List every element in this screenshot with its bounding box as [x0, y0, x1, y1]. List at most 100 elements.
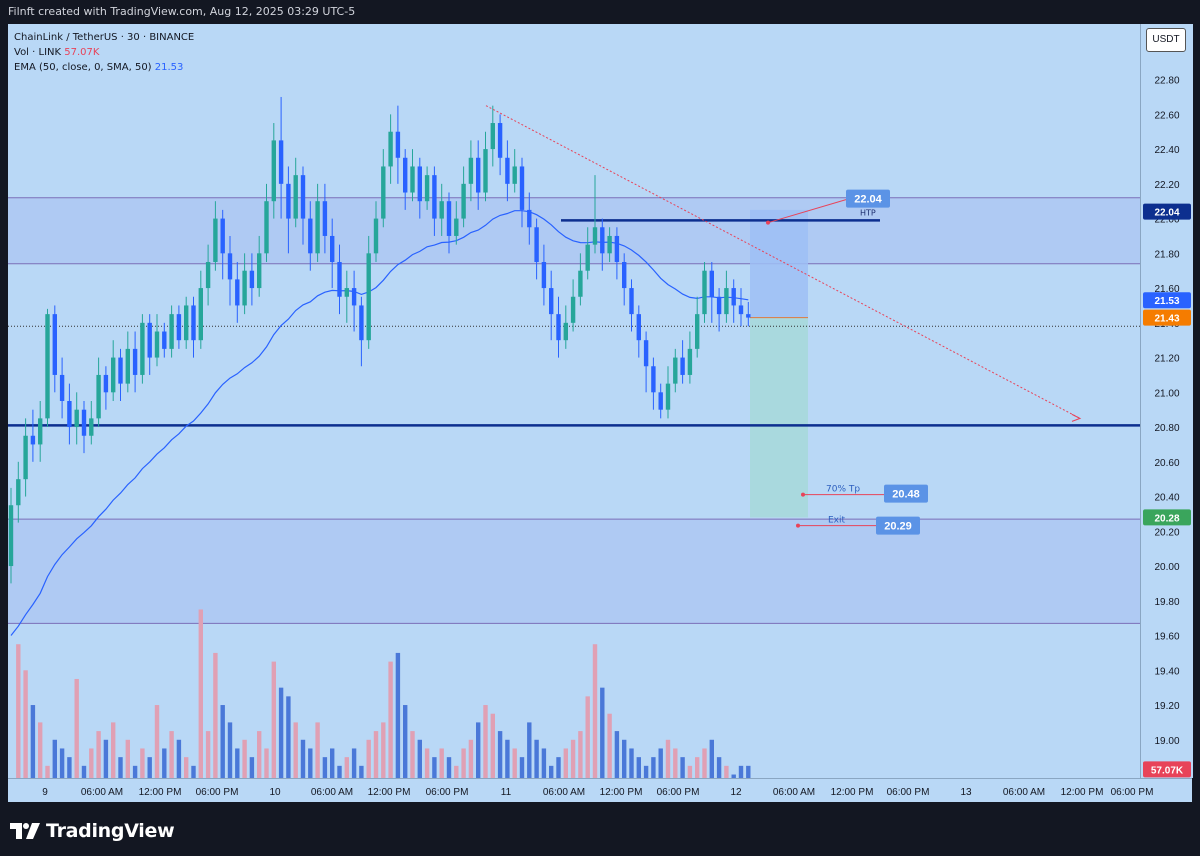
volume-label: Vol · LINK [14, 47, 62, 58]
volume-bar [403, 705, 408, 778]
y-tick-label: 19.00 [1154, 736, 1179, 747]
candle-body [695, 314, 700, 349]
volume-bar [52, 739, 57, 778]
volume-bar [622, 739, 627, 778]
candle-body [103, 374, 109, 393]
ema-label[interactable]: EMA (50, close, 0, SMA, 50) [14, 62, 152, 73]
candle-body [23, 435, 28, 480]
currency-unit-button[interactable]: USDT [1146, 28, 1186, 52]
candle-body [74, 409, 79, 428]
candle-body [483, 149, 488, 193]
y-tick-label: 22.80 [1154, 76, 1179, 87]
price-axis-ticks: 23.0022.8022.6022.4022.2022.0021.8021.60… [1143, 41, 1191, 778]
price-pane[interactable]: HTP 22.04 70% Tp 20.48 Exit 20.29 ChainLink /… [8, 24, 1140, 778]
candle-body [308, 218, 313, 254]
volume-bar [162, 748, 167, 778]
y-tick-label: 21.00 [1154, 388, 1179, 399]
y-tick-label: 20.00 [1154, 562, 1179, 573]
candle-body [527, 209, 532, 228]
candle-body [607, 235, 612, 254]
volume-bar [257, 731, 262, 778]
candle-body [570, 296, 576, 323]
symbol-title[interactable]: ChainLink / TetherUS · 30 · BINANCE [14, 32, 195, 43]
volume-bar [38, 722, 43, 778]
candle-body [476, 157, 481, 193]
volume-bar [417, 739, 422, 778]
volume-bar [395, 652, 401, 778]
candle-body [176, 314, 182, 341]
y-tick-label: 20.60 [1154, 458, 1179, 469]
candle-body [8, 505, 14, 567]
exit-dot [796, 523, 800, 528]
volume-bar [125, 739, 130, 778]
candle-body [147, 322, 152, 358]
volume-bar [629, 748, 634, 778]
volume-bar [687, 765, 693, 778]
volume-bar [132, 765, 138, 778]
volume-bar [673, 748, 678, 778]
candle-body [395, 131, 401, 158]
x-tick-label: 06:00 PM [196, 787, 239, 798]
candle-body [205, 262, 211, 289]
volume-bar [680, 757, 685, 778]
volume-bar [497, 731, 503, 778]
candle-body [563, 322, 568, 341]
candle-body [673, 357, 678, 384]
volume-bar [30, 705, 36, 778]
candle-body [242, 270, 247, 306]
tradingview-logo[interactable]: TradingView [10, 820, 175, 842]
y-tick-label: 21.80 [1154, 249, 1179, 260]
candle-body [271, 140, 276, 202]
candle-body [468, 157, 474, 184]
candle-body [67, 401, 72, 428]
volume-bar [264, 748, 269, 778]
volume-bar [242, 739, 247, 778]
candle-body [665, 383, 671, 410]
volume-bar [512, 748, 517, 778]
volume-bar [23, 670, 28, 778]
x-tick-label: 12 [730, 787, 742, 798]
candle-body [731, 288, 736, 306]
chart-frame[interactable]: HTP 22.04 70% Tp 20.48 Exit 20.29 ChainLink /… [8, 24, 1193, 803]
volume-bar [746, 765, 751, 778]
candle-body [585, 244, 590, 271]
candle-body [220, 218, 225, 254]
volume-bar [658, 748, 663, 778]
volume-bar [315, 722, 320, 778]
volume-bar [709, 739, 714, 778]
volume-bar [205, 731, 211, 778]
volume-bar [556, 757, 561, 778]
price-chart[interactable]: HTP 22.04 70% Tp 20.48 Exit 20.29 [8, 24, 1140, 778]
x-tick-label: 06:00 AM [311, 787, 353, 798]
candle-body [556, 314, 561, 341]
candle-body [118, 357, 123, 384]
volume-bar [176, 739, 182, 778]
volume-bar [490, 713, 495, 778]
ema-value: 21.53 [154, 62, 184, 73]
candle-body [629, 288, 634, 315]
candle-body [359, 305, 364, 341]
y-tick-label: 21.60 [1154, 284, 1179, 295]
price-tag [1143, 509, 1191, 526]
volume-bar [585, 696, 590, 778]
volume-bar [381, 722, 386, 778]
price-tag-label: 57.07K [1151, 765, 1184, 776]
candle-body [592, 227, 598, 245]
volume-bar [454, 765, 459, 778]
candle-body [30, 435, 36, 445]
price-axis[interactable]: 23.0022.8022.6022.4022.2022.0021.8021.60… [1140, 24, 1193, 778]
volume-bar [665, 739, 671, 778]
volume-bar [424, 748, 430, 778]
volume-bar [702, 748, 707, 778]
y-tick-label: 20.80 [1154, 423, 1179, 434]
volume-bar [103, 739, 109, 778]
volume-bar [446, 757, 452, 778]
volume-bar [359, 765, 364, 778]
chart-legend: ChainLink / TetherUS · 30 · BINANCE Vol … [14, 30, 194, 75]
x-tick-label: 12:00 PM [368, 787, 411, 798]
callout-box [846, 189, 890, 208]
volume-bar [118, 757, 123, 778]
y-tick-label: 20.20 [1154, 527, 1179, 538]
volume-bar [271, 661, 276, 778]
time-axis[interactable]: 9 06:00 AM 12:00 PM 06:00 PM 10 06:00 AM 12:00… [8, 778, 1192, 803]
